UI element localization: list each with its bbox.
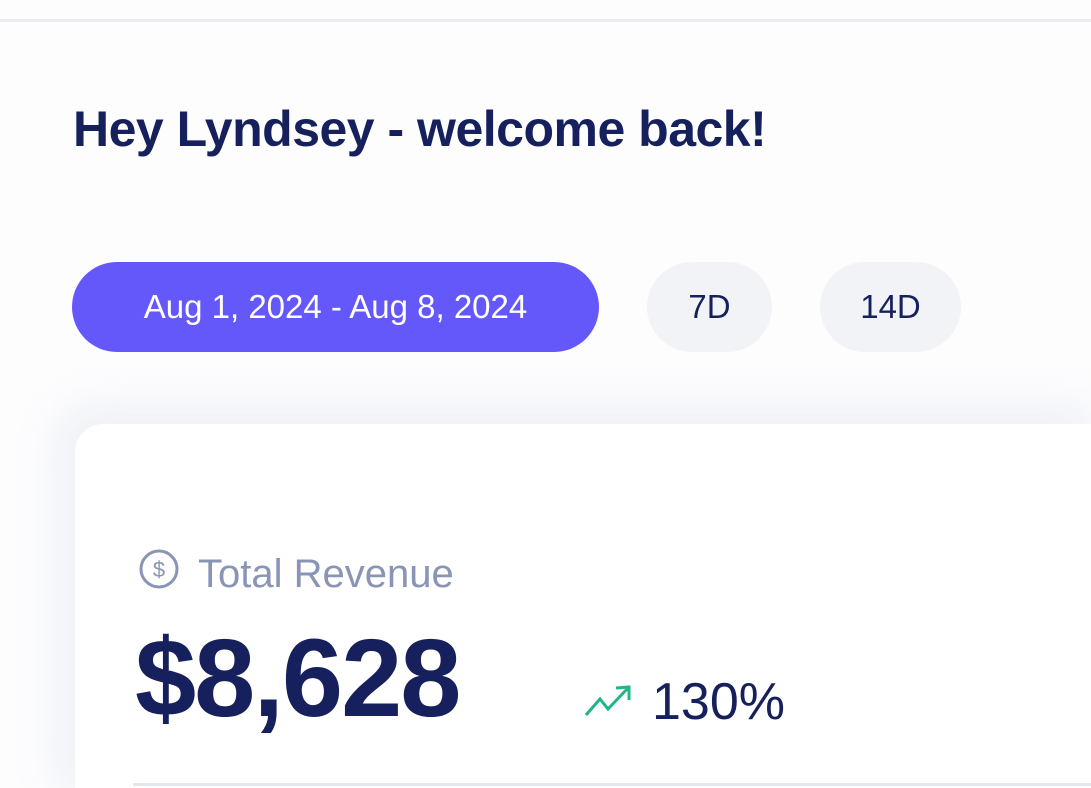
page-title: Hey Lyndsey - welcome back!	[73, 101, 767, 157]
14d-filter-button[interactable]: 14D	[820, 262, 961, 352]
trending-up-icon	[584, 672, 634, 732]
svg-text:$: $	[153, 557, 165, 582]
7d-filter-button[interactable]: 7D	[647, 262, 772, 352]
revenue-change: 130%	[584, 672, 785, 732]
revenue-change-value: 130%	[652, 673, 785, 731]
date-range-button[interactable]: Aug 1, 2024 - Aug 8, 2024	[72, 262, 599, 352]
revenue-card	[75, 424, 1091, 788]
revenue-label-text: Total Revenue	[198, 551, 454, 596]
revenue-label: $ Total Revenue	[138, 548, 454, 600]
card-divider	[133, 783, 1091, 786]
header-divider	[0, 19, 1091, 22]
revenue-amount: $8,628	[135, 617, 461, 740]
dollar-circle-icon: $	[138, 548, 180, 600]
